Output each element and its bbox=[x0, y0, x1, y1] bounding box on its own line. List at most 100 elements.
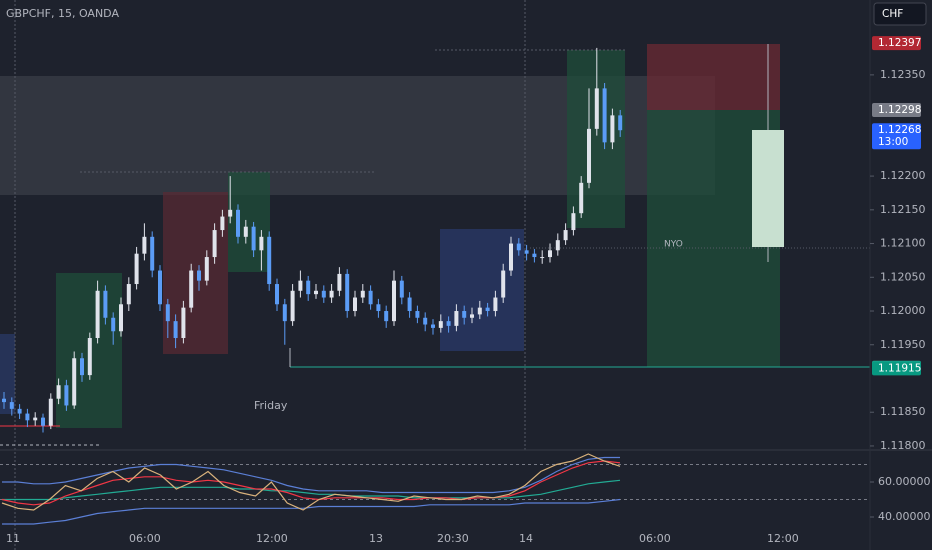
candle-body bbox=[134, 253, 139, 285]
currency[interactable]: CHF bbox=[882, 8, 903, 20]
y-tick-label: 1.12200 bbox=[880, 169, 926, 182]
indicator-line bbox=[2, 479, 621, 501]
candle-body bbox=[2, 398, 6, 403]
candle-body bbox=[399, 280, 404, 298]
candle-body bbox=[509, 243, 513, 271]
candle-body bbox=[298, 280, 303, 291]
candle-body bbox=[9, 402, 14, 409]
candle-body bbox=[587, 128, 591, 183]
candle-body bbox=[470, 314, 474, 318]
candle-body bbox=[80, 358, 84, 376]
candle-body bbox=[337, 273, 342, 291]
y-tick-label: 1.12150 bbox=[880, 203, 926, 216]
y-tick-label: 60.00000 bbox=[878, 475, 931, 488]
candle-body bbox=[142, 236, 147, 254]
candle-body bbox=[236, 209, 240, 237]
indicator-line bbox=[2, 498, 621, 525]
y-tick-label: 1.11800 bbox=[880, 439, 926, 452]
price-tag-label: 1.12298 bbox=[878, 104, 921, 116]
candle-body bbox=[610, 115, 615, 143]
candle-body bbox=[462, 311, 467, 318]
annotation: Friday bbox=[254, 399, 288, 412]
candle-body bbox=[64, 385, 69, 406]
candle-body bbox=[275, 284, 279, 305]
x-tick-label: 13 bbox=[369, 532, 383, 545]
candle-body bbox=[290, 290, 295, 322]
indicator-line bbox=[1, 453, 621, 511]
candle-body bbox=[376, 304, 381, 312]
indicator-line bbox=[1, 460, 621, 506]
x-tick-label: 12:00 bbox=[256, 532, 288, 545]
candle-body bbox=[548, 250, 552, 258]
y-tick-label: 1.12050 bbox=[880, 270, 926, 283]
candle-body bbox=[189, 270, 194, 308]
price-tag-label: 1.12268 bbox=[878, 124, 921, 136]
candle-body bbox=[17, 408, 22, 414]
price-tag bbox=[872, 102, 921, 117]
candle-body bbox=[485, 307, 490, 312]
forecast-box bbox=[752, 130, 784, 247]
x-tick-label: 20:30 bbox=[437, 532, 469, 545]
candle-body bbox=[197, 270, 201, 281]
y-tick-label: 1.11950 bbox=[880, 338, 926, 351]
candle-body bbox=[173, 321, 178, 339]
candle-body bbox=[516, 243, 521, 251]
candle-body bbox=[524, 250, 529, 254]
candle-body bbox=[243, 226, 248, 237]
price-tag bbox=[872, 123, 921, 150]
x-tick-label: 06:00 bbox=[639, 532, 671, 545]
candle-body bbox=[329, 290, 334, 298]
candle-body bbox=[423, 317, 428, 325]
x-tick-label: 11 bbox=[6, 532, 20, 545]
candle-body bbox=[103, 290, 108, 318]
candle-body bbox=[212, 230, 217, 258]
candle-body bbox=[345, 273, 350, 312]
candle-body bbox=[563, 230, 568, 241]
candle-body bbox=[111, 317, 116, 332]
candle-body bbox=[446, 321, 451, 326]
y-tick-label: 40.00000 bbox=[878, 510, 931, 523]
candle-body bbox=[321, 290, 326, 298]
candle-body bbox=[95, 290, 100, 339]
candle-body bbox=[571, 213, 576, 231]
candle-body bbox=[454, 311, 459, 326]
candle-body bbox=[150, 236, 155, 271]
position-stop bbox=[647, 44, 780, 110]
zone bbox=[228, 172, 270, 272]
candle-body bbox=[368, 290, 373, 305]
candle-body bbox=[48, 398, 53, 426]
candle-body bbox=[540, 257, 545, 259]
candle-body bbox=[165, 304, 170, 322]
zone bbox=[567, 50, 625, 228]
x-tick-label: 12:00 bbox=[767, 532, 799, 545]
candle-body bbox=[501, 270, 506, 298]
candle-body bbox=[532, 253, 537, 258]
price-tag bbox=[872, 361, 921, 376]
candle-body bbox=[158, 270, 162, 305]
candle-body bbox=[72, 358, 77, 406]
candle-body bbox=[407, 297, 412, 312]
candle-body bbox=[25, 413, 30, 421]
candle-body bbox=[555, 240, 560, 251]
candle-body bbox=[181, 307, 186, 339]
symbol-title: GBPCHF, 15, OANDA bbox=[6, 7, 119, 20]
price-tag-label: 1.11915 bbox=[878, 362, 921, 374]
candle-body bbox=[204, 257, 209, 281]
zone bbox=[163, 192, 228, 354]
candle-body bbox=[602, 88, 607, 143]
candle-body bbox=[259, 236, 264, 251]
candle-body bbox=[282, 304, 287, 322]
price-tag-label: 1.12397 bbox=[878, 37, 921, 49]
candle-body bbox=[392, 280, 396, 322]
currency-button[interactable] bbox=[873, 2, 927, 26]
candle-body bbox=[119, 304, 123, 332]
x-tick-label: 06:00 bbox=[129, 532, 161, 545]
y-tick-label: 1.12100 bbox=[880, 237, 926, 250]
candle-body bbox=[228, 209, 233, 217]
candle-body bbox=[438, 321, 443, 328]
candle-body bbox=[33, 417, 38, 421]
candle-body bbox=[477, 307, 482, 315]
price-tag bbox=[872, 36, 921, 51]
indicator-line bbox=[2, 456, 620, 494]
